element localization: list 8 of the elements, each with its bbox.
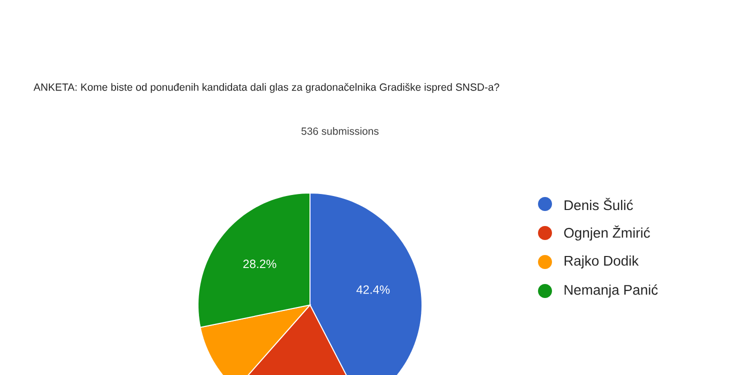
legend-label: Rajko Dodik — [564, 255, 639, 268]
chart-subtitle: 536 submissions — [301, 127, 379, 135]
legend-label: Ognjen Žmirić — [564, 225, 650, 241]
chart-title: ANKETA: Kome biste od ponuđenih kandidata dali glas za gradonačelnika Gradiške ispred SNSD-a? — [34, 83, 500, 93]
data-label: 28.2% — [243, 260, 276, 268]
data-label: 42.4% — [356, 285, 390, 294]
legend-label: Nemanja Panić — [564, 284, 658, 298]
legend-label: Denis Šulić — [564, 198, 633, 210]
